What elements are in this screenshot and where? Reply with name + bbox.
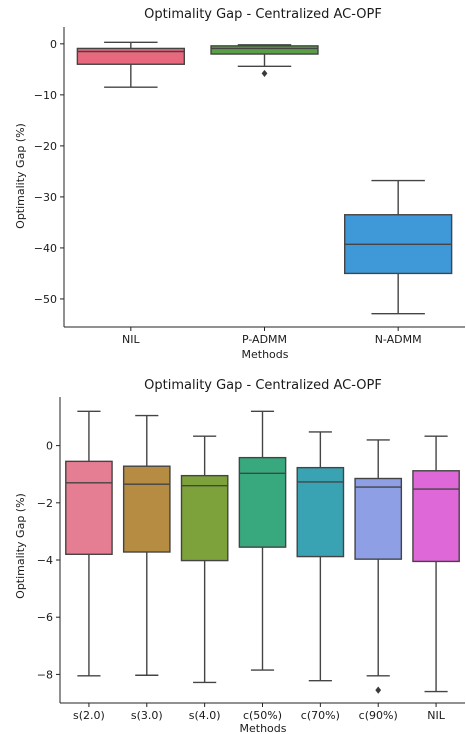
x-tick-label: c(70%) [301, 709, 340, 722]
outlier-point [261, 69, 268, 78]
x-tick-label: NIL [427, 709, 445, 722]
y-tick-label: −6 [37, 611, 53, 624]
x-axis-label-bottom: Methods [240, 722, 287, 734]
x-tick-label: s(2.0) [73, 709, 105, 722]
plot-area-top: 0 −10 −20 −30 −40 −50 NIL P-ADMM N-ADMM [34, 27, 465, 346]
y-tick-label: −20 [34, 140, 57, 153]
x-tick-label: c(50%) [243, 709, 282, 722]
box-NIL [412, 470, 460, 563]
box-c(70%) [296, 466, 345, 558]
x-tick-label: s(4.0) [189, 709, 221, 722]
y-tick-label: 0 [50, 38, 57, 51]
y-tick-label: 0 [46, 440, 53, 453]
y-tick-label: −8 [37, 668, 53, 681]
y-tick-label: −30 [34, 191, 57, 204]
x-tick-label: NIL [122, 333, 140, 346]
y-tick-label: −2 [37, 497, 53, 510]
x-tick-label: c(90%) [359, 709, 398, 722]
box-P-ADMM [210, 45, 319, 55]
chart-title-bottom: Optimality Gap - Centralized AC-OPF [144, 378, 382, 393]
y-axis-label-bottom: Optimality Gap (%) [14, 493, 27, 599]
box-s(3.0) [122, 465, 171, 553]
chart-bottom: Optimality Gap - Centralized AC-OPF Opti… [14, 378, 465, 734]
box-s(2.0) [65, 460, 113, 555]
box-c(90%) [354, 477, 403, 560]
x-tick-label: P-ADMM [242, 333, 287, 346]
y-tick-label: −10 [34, 89, 57, 102]
box-NIL [76, 47, 186, 65]
chart-top: Optimality Gap - Centralized AC-OPF Opti… [14, 7, 465, 361]
outlier-point [375, 686, 382, 694]
y-tick-label: −40 [34, 242, 57, 255]
box-c(50%) [238, 456, 287, 548]
x-axis-label-top: Methods [242, 348, 289, 361]
y-axis-label-top: Optimality Gap (%) [14, 123, 27, 229]
y-tick-label: −50 [34, 293, 57, 306]
x-tick-label: s(3.0) [131, 709, 163, 722]
box-s(4.0) [180, 474, 229, 562]
chart-title-top: Optimality Gap - Centralized AC-OPF [144, 7, 382, 22]
plot-area-bottom: 0 −2 −4 −6 −8 s(2.0) s(3.0) s(4.0) c(50%) c(70%) c… [37, 397, 465, 722]
x-tick-label: N-ADMM [375, 333, 422, 346]
y-tick-label: −4 [37, 554, 53, 567]
